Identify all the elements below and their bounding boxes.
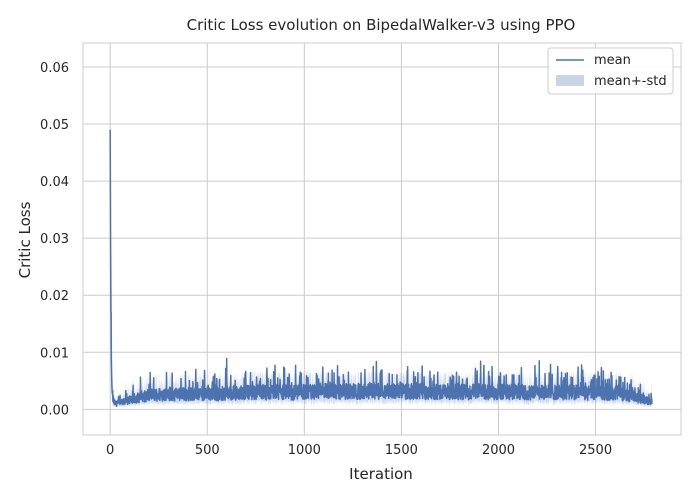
x-tick-label: 2000 bbox=[482, 443, 515, 458]
x-tick-label: 2500 bbox=[579, 443, 612, 458]
x-tick-label: 1000 bbox=[288, 443, 321, 458]
x-tick-label: 1500 bbox=[385, 443, 418, 458]
legend: mean mean+-std bbox=[547, 47, 674, 95]
y-axis-ticks: 0.00 0.01 0.02 0.03 0.04 0.05 0.06 bbox=[40, 61, 69, 418]
y-tick-label: 0.00 bbox=[40, 403, 69, 418]
x-tick-label: 0 bbox=[106, 443, 114, 458]
legend-swatch-band bbox=[556, 75, 584, 86]
grid bbox=[83, 43, 681, 435]
y-tick-label: 0.02 bbox=[40, 289, 69, 304]
x-tick-label: 500 bbox=[195, 443, 220, 458]
y-tick-label: 0.03 bbox=[40, 232, 69, 247]
y-tick-label: 0.01 bbox=[40, 346, 69, 361]
x-axis-ticks: 0 500 1000 1500 2000 2500 bbox=[106, 443, 612, 458]
y-axis-label: Critic Loss bbox=[16, 201, 34, 278]
legend-label-band: mean+-std bbox=[594, 74, 667, 89]
y-tick-label: 0.05 bbox=[40, 118, 69, 133]
chart-title: Critic Loss evolution on BipedalWalker-v… bbox=[187, 16, 576, 34]
series-layer bbox=[109, 129, 653, 407]
y-tick-label: 0.04 bbox=[40, 175, 69, 190]
x-axis-label: Iteration bbox=[349, 465, 413, 483]
legend-label-mean: mean bbox=[594, 53, 631, 68]
y-tick-label: 0.06 bbox=[40, 61, 69, 76]
series-line-mean bbox=[109, 129, 653, 407]
